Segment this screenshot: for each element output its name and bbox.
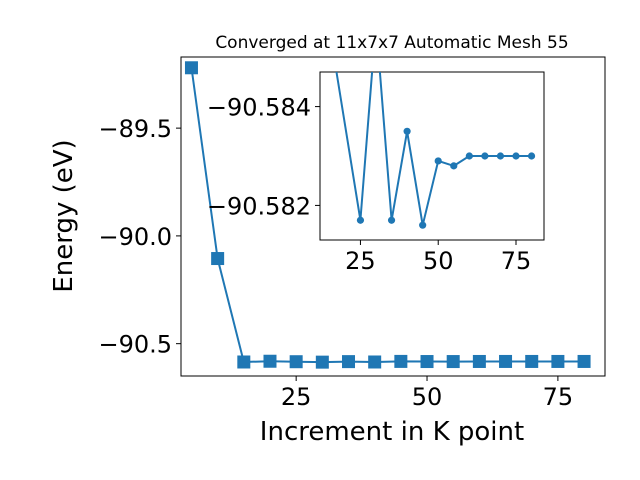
data-point xyxy=(356,216,365,224)
y-tick-label: −90.584 xyxy=(207,94,311,122)
x-tick-label: 25 xyxy=(281,383,312,411)
data-point xyxy=(289,355,303,369)
y-axis-label: Energy (eV) xyxy=(49,139,79,292)
data-point xyxy=(481,152,489,160)
data-point xyxy=(465,152,473,160)
data-point xyxy=(394,354,408,368)
x-tick-label: 75 xyxy=(501,247,532,275)
data-point xyxy=(419,221,427,229)
y-tick-label: −90.582 xyxy=(207,192,311,220)
x-tick-label: 75 xyxy=(543,383,574,411)
data-point xyxy=(577,354,591,368)
x-axis-label: Increment in K point xyxy=(260,417,524,447)
main-ticks: 25 50 75 −89.5 −90.0 −90.5 xyxy=(98,115,573,411)
data-point xyxy=(434,157,442,165)
chart-title: Converged at 11x7x7 Automatic Mesh 55 xyxy=(215,33,568,53)
inset-ticks: 25 50 75 −90.584 −90.582 xyxy=(207,94,531,275)
data-point xyxy=(450,162,458,170)
y-tick-label: −90.0 xyxy=(98,223,172,251)
x-tick-label: 25 xyxy=(345,247,376,275)
data-point xyxy=(326,24,333,31)
series-line xyxy=(190,67,585,364)
data-point xyxy=(446,355,460,369)
data-point xyxy=(237,355,251,369)
data-point xyxy=(496,152,505,160)
data-point xyxy=(527,152,536,160)
data-point xyxy=(403,127,411,135)
y-tick-label: −90.5 xyxy=(98,331,172,359)
x-tick-label: 50 xyxy=(412,383,443,411)
data-point xyxy=(472,354,486,368)
data-point xyxy=(420,355,434,369)
data-point xyxy=(315,355,329,369)
x-tick-label: 50 xyxy=(423,247,454,275)
data-point xyxy=(263,354,277,368)
data-point xyxy=(211,252,225,266)
data-point xyxy=(551,354,565,368)
data-point xyxy=(368,355,382,369)
y-tick-label: −89.5 xyxy=(98,115,172,143)
main-series xyxy=(184,61,591,369)
inset-axes: 25 50 75 −90.584 −90.582 xyxy=(207,19,545,275)
data-point xyxy=(387,216,396,224)
data-point xyxy=(372,19,379,26)
data-point xyxy=(184,61,198,75)
inset-series xyxy=(326,19,536,229)
data-point xyxy=(499,354,513,368)
data-point xyxy=(342,355,356,369)
data-point xyxy=(525,354,539,368)
data-point xyxy=(512,152,520,160)
